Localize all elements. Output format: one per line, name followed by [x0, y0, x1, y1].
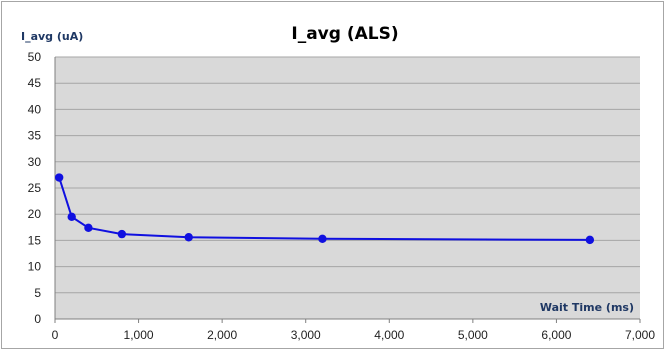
x-axis-ticks: 0 1,000 2,000 3,000 4,000 5,000 6,000 7,000: [52, 319, 656, 342]
y-tick-label: 10: [28, 260, 42, 274]
y-tick-label: 50: [28, 50, 42, 64]
x-axis-title: Wait Time (ms): [540, 301, 634, 314]
x-tick-label: 6,000: [541, 328, 571, 342]
x-tick-label: 3,000: [291, 328, 321, 342]
y-tick-label: 45: [28, 76, 42, 90]
x-tick-label: 0: [52, 328, 59, 342]
y-tick-label: 40: [28, 102, 42, 116]
data-point: [586, 236, 594, 244]
y-tick-label: 25: [28, 181, 42, 195]
x-tick-label: 2,000: [207, 328, 237, 342]
data-point: [185, 233, 193, 241]
y-tick-label: 15: [28, 233, 42, 247]
data-point: [55, 173, 63, 181]
y-tick-label: 0: [34, 312, 41, 326]
data-point: [318, 235, 326, 243]
data-point: [118, 230, 126, 238]
y-tick-label: 30: [28, 155, 42, 169]
x-tick-label: 4,000: [374, 328, 404, 342]
y-tick-label: 35: [28, 129, 42, 143]
y-tick-label: 5: [34, 286, 41, 300]
x-tick-label: 7,000: [625, 328, 655, 342]
x-tick-label: 1,000: [124, 328, 154, 342]
data-point: [68, 213, 76, 221]
data-point: [84, 224, 92, 232]
chart-title: I_avg (ALS): [291, 24, 398, 44]
y-tick-label: 20: [28, 207, 42, 221]
y-axis-title: I_avg (uA): [21, 30, 83, 43]
y-axis-ticks: 0 5 10 15 20 25 30 35 40 45 50: [28, 50, 42, 326]
x-tick-label: 5,000: [458, 328, 488, 342]
